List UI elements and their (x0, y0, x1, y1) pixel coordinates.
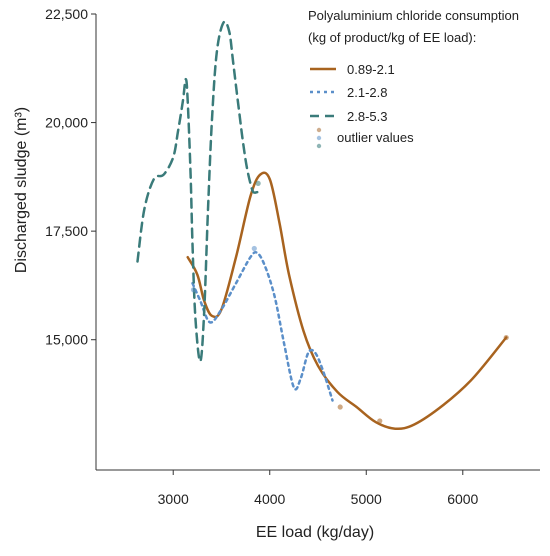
legend-outlier-marker (316, 135, 322, 141)
series-line-0 (186, 171, 508, 431)
outlier-points (190, 180, 509, 424)
legend-label-2: 2.8-5.3 (347, 109, 387, 124)
outlier-point (251, 245, 257, 252)
series-group (136, 20, 508, 431)
x-tick-label: 6000 (447, 491, 478, 507)
y-tick-label: 20,000 (45, 115, 88, 131)
legend-outlier-swatch (316, 127, 322, 149)
y-tick-label: 22,500 (45, 6, 88, 22)
x-ticks: 3000 4000 5000 6000 (158, 470, 479, 507)
x-tick-label: 5000 (351, 491, 382, 507)
legend-outlier-marker (316, 143, 322, 149)
y-tick-label: 15,000 (45, 332, 88, 348)
outlier-point (190, 287, 197, 293)
y-tick-label: 17,500 (45, 223, 88, 239)
legend-label-0: 0.89-2.1 (347, 62, 395, 77)
legend-label-1: 2.1-2.8 (347, 85, 387, 100)
outlier-point (255, 180, 261, 186)
series-line-2 (136, 20, 259, 363)
y-axis-title: Discharged sludge (m³) (13, 107, 30, 273)
outlier-point (337, 404, 343, 410)
y-ticks: 15,000 17,500 20,000 22,500 (45, 6, 96, 348)
legend-title-line-1: Polyaluminium chloride consumption (308, 8, 519, 23)
legend-title-line-2: (kg of product/kg of EE load): (308, 30, 476, 45)
legend-label-outliers: outlier values (337, 130, 414, 145)
legend-outlier-marker (316, 127, 322, 133)
x-tick-label: 4000 (254, 491, 285, 507)
outlier-point (377, 418, 383, 424)
outlier-point (503, 334, 509, 341)
x-axis-title: EE load (kg/day) (256, 524, 374, 541)
legend: Polyaluminium chloride consumption (kg o… (308, 8, 519, 149)
series-line-1 (191, 250, 334, 402)
axes (95, 14, 540, 471)
x-tick-label: 3000 (158, 491, 189, 507)
